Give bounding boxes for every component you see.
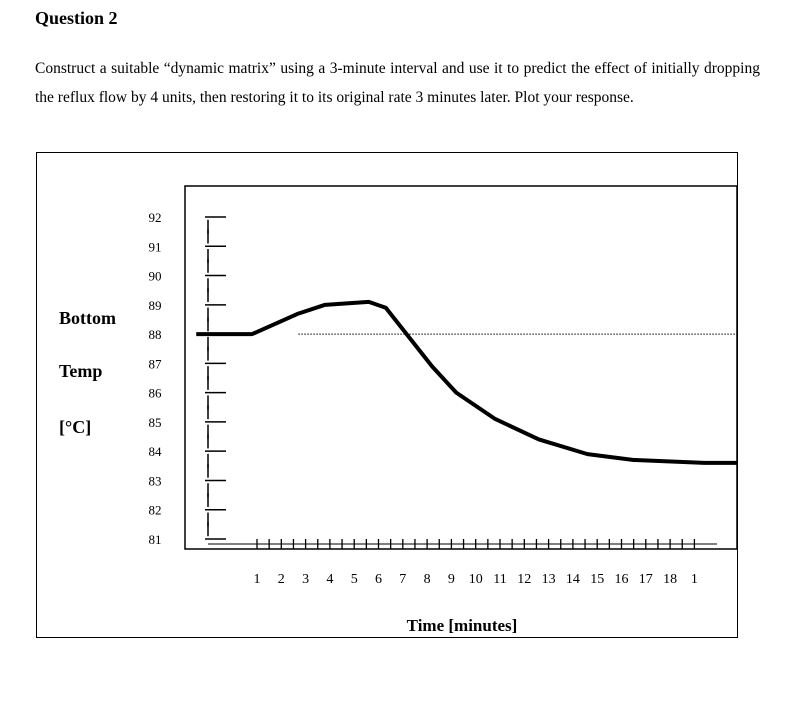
y-tick-label: 91 [149,239,162,254]
y-tick-label: 90 [149,269,162,284]
y-tick-label: 86 [149,386,163,401]
question-text: Construct a suitable “dynamic matrix” us… [35,60,760,106]
x-tick-label: 18 [663,572,677,587]
x-tick-label: 1 [691,572,698,587]
x-tick-label: 7 [399,572,406,587]
y-tick-label: 84 [149,444,163,459]
y-tick-label: 81 [149,532,162,547]
question-heading: Question 2 [35,8,118,28]
x-tick-label: 1 [254,572,261,587]
y-tick-label: 88 [149,327,162,342]
x-tick-label: 8 [424,572,431,587]
x-tick-label: 16 [615,572,629,587]
y-axis-label-line: Temp [59,361,102,381]
x-tick-label: 6 [375,572,382,587]
y-axis-label-line: [°C] [59,417,91,437]
y-tick-label: 82 [149,503,162,518]
plot-area-border [184,185,738,550]
x-axis-label: Time [minutes] [407,616,518,635]
x-tick-label: 10 [469,572,483,587]
series-line [196,299,737,465]
y-tick-label: 83 [149,473,162,488]
x-tick-label: 2 [278,572,285,587]
x-tick-label: 12 [517,572,531,587]
x-tick-label: 15 [590,572,604,587]
x-tick-label: 11 [493,572,506,587]
x-tick-label: 14 [566,572,580,587]
y-tick-label: 92 [149,210,162,225]
y-tick-label: 85 [149,415,162,430]
x-tick-label: 4 [326,572,333,587]
x-tick-label: 17 [639,572,653,587]
x-tick-label: 3 [302,572,309,587]
x-tick-label: 9 [448,572,455,587]
y-tick-label: 89 [149,298,162,313]
x-tick-label: 13 [542,572,556,587]
y-tick-label: 87 [149,356,163,371]
y-axis-label-line: Bottom [59,308,116,328]
x-tick-label: 5 [351,572,358,587]
chart-frame: 81 82 83 84 85 86 87 88 89 90 91 92 1 2 3 4 5 6 7 8 9 10 11 12 1… [36,152,738,638]
